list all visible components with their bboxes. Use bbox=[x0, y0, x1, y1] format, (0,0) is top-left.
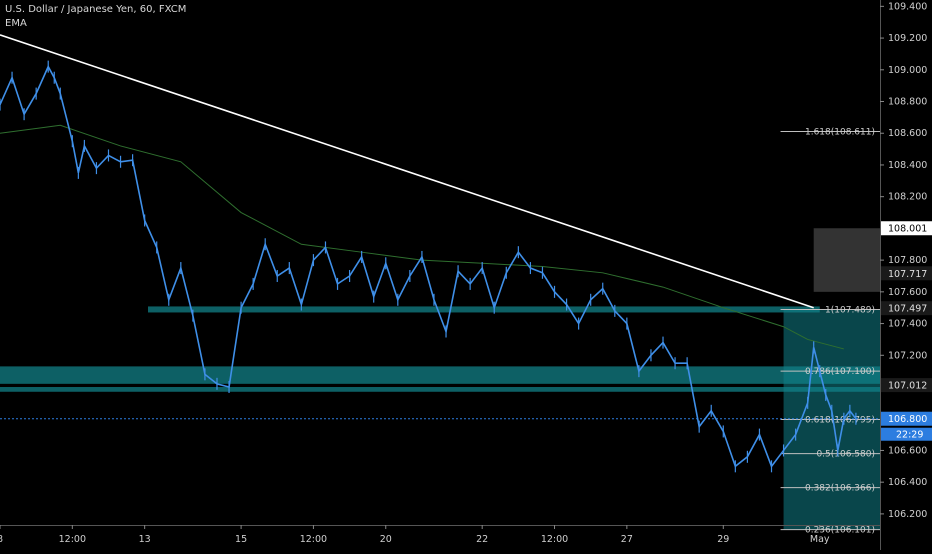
price-tag-label: 106.800 bbox=[888, 414, 927, 425]
y-tick-label: 106.400 bbox=[888, 477, 927, 488]
x-tick-label: 15 bbox=[235, 534, 247, 545]
price-tag-bg bbox=[881, 221, 932, 236]
y-tick-label: 109.200 bbox=[888, 33, 927, 44]
x-tick-label: 13 bbox=[139, 534, 151, 545]
x-tick-label: 20 bbox=[380, 534, 392, 545]
price-tag-bg bbox=[881, 411, 932, 426]
countdown-label: 22:29 bbox=[896, 430, 923, 441]
fib-level-label: 0.236(106.101) bbox=[805, 526, 875, 536]
x-tick-label: 22 bbox=[476, 534, 488, 545]
fib-level-label: 0.618(106.795) bbox=[805, 416, 875, 426]
trendline bbox=[0, 34, 814, 309]
x-tick-label: 8 bbox=[0, 534, 3, 545]
support-zone bbox=[148, 306, 820, 313]
x-tick-label: 12:00 bbox=[541, 534, 568, 545]
y-tick-label: 109.400 bbox=[888, 1, 927, 12]
fib-level-label: 0.5(106.580) bbox=[816, 450, 875, 460]
countdown-bg bbox=[881, 427, 932, 441]
support-zone bbox=[0, 366, 880, 384]
x-tick-label: 12:00 bbox=[59, 534, 86, 545]
y-tick-label: 108.400 bbox=[888, 160, 927, 171]
y-tick-label: 108.800 bbox=[888, 97, 927, 108]
y-tick-label: 109.000 bbox=[888, 65, 927, 76]
indicator-label: EMA bbox=[5, 18, 27, 29]
support-zone bbox=[0, 387, 880, 392]
y-tick-label: 107.200 bbox=[888, 350, 927, 361]
range-box bbox=[813, 228, 880, 292]
fib-level-label: 0.382(106.366) bbox=[805, 484, 875, 494]
price-tag-bg bbox=[881, 301, 932, 316]
price-tag-label: 107.717 bbox=[888, 269, 927, 280]
price-line bbox=[0, 64, 857, 468]
y-tick-label: 107.800 bbox=[888, 255, 927, 266]
x-tick-label: 29 bbox=[717, 534, 729, 545]
price-tag-label: 108.001 bbox=[888, 224, 927, 235]
y-tick-label: 108.600 bbox=[888, 128, 927, 139]
price-tag-bg bbox=[881, 378, 932, 393]
y-tick-label: 106.600 bbox=[888, 445, 927, 456]
ema-line bbox=[0, 124, 844, 350]
y-tick-label: 107.400 bbox=[888, 319, 927, 330]
fib-level-label: 0.786(107.100) bbox=[805, 367, 875, 377]
y-tick-label: 107.600 bbox=[888, 287, 927, 298]
x-tick-label: 12:00 bbox=[300, 534, 327, 545]
fib-level-label: 1.618(108.611) bbox=[805, 127, 875, 137]
x-tick-label: May bbox=[810, 534, 830, 545]
symbol-title: U.S. Dollar / Japanese Yen, 60, FXCM bbox=[5, 4, 187, 15]
fib-level-label: 1(107.489) bbox=[825, 305, 875, 315]
price-tag-label: 107.497 bbox=[888, 304, 927, 315]
x-tick-label: 27 bbox=[621, 534, 633, 545]
price-tag-label: 107.012 bbox=[888, 381, 927, 392]
chart-legend: U.S. Dollar / Japanese Yen, 60, FXCM EMA bbox=[5, 3, 186, 31]
y-tick-label: 108.200 bbox=[888, 192, 927, 203]
price-tag-bg bbox=[881, 266, 932, 281]
y-tick-label: 106.200 bbox=[888, 509, 927, 520]
